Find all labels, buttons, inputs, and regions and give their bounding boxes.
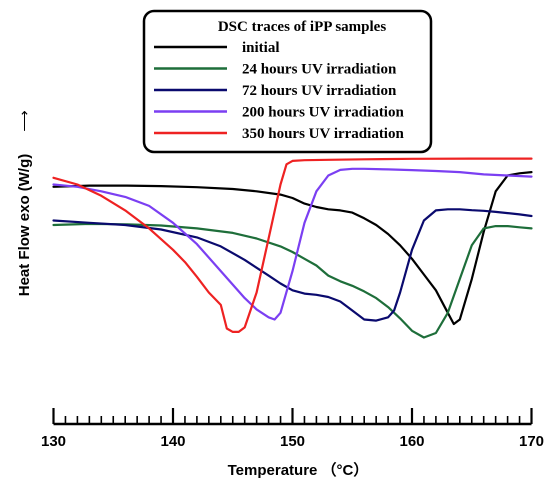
x-tick-label: 170 (519, 433, 544, 450)
legend-label-1: initial (242, 40, 280, 56)
x-axis-label: Temperature （°C） (228, 461, 369, 479)
y-axis-label: Heat Flow exo (W/g) (16, 154, 33, 297)
series-line-1 (52, 171, 533, 326)
x-axis-tick-labels: 130 140 150 160 170 (41, 433, 544, 450)
legend: initial 24 hours UV irradiation 72 hours U… (154, 40, 404, 142)
x-tick-label: 160 (399, 433, 424, 450)
legend-label-5: 350 hours UV irradiation (242, 126, 404, 142)
series-line-2 (52, 222, 533, 339)
legend-label-2: 24 hours UV irradiation (242, 62, 397, 78)
series-line-3 (52, 208, 533, 322)
legend-label-4: 200 hours UV irradiation (242, 105, 404, 121)
plot-area (52, 157, 533, 339)
x-tick-label: 150 (280, 433, 305, 450)
series-line-4 (52, 167, 533, 321)
chart-title: DSC traces of iPP samples (218, 19, 386, 35)
series-line-5 (52, 157, 533, 333)
y-axis-arrow: ⟶ (16, 110, 33, 132)
legend-label-3: 72 hours UV irradiation (242, 83, 397, 99)
x-axis-ticks (52, 408, 533, 424)
x-tick-label: 140 (160, 433, 185, 450)
x-tick-label: 130 (41, 433, 66, 450)
